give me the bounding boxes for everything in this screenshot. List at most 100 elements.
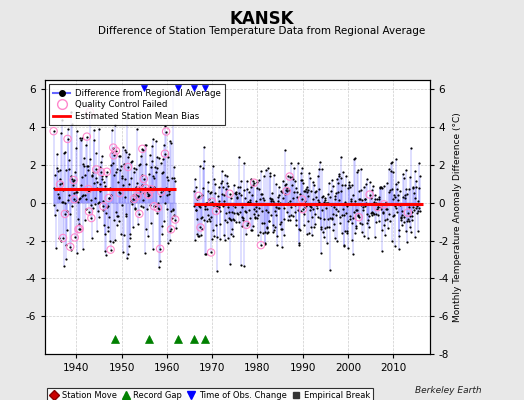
Point xyxy=(199,217,208,224)
Point xyxy=(224,204,232,210)
Point xyxy=(380,201,388,208)
Point xyxy=(358,229,366,236)
Point xyxy=(323,224,332,230)
Point xyxy=(62,167,70,174)
Point xyxy=(331,235,339,241)
Point xyxy=(56,181,64,188)
Point xyxy=(50,184,59,191)
Point xyxy=(138,146,147,152)
Point xyxy=(99,206,107,213)
Point xyxy=(287,212,296,218)
Point xyxy=(380,232,389,238)
Point xyxy=(259,195,267,201)
Point xyxy=(90,127,99,134)
Point xyxy=(117,202,126,208)
Point xyxy=(372,210,380,217)
Point xyxy=(214,204,223,210)
Point xyxy=(410,207,418,214)
Point xyxy=(82,196,90,202)
Point xyxy=(264,208,272,215)
Point xyxy=(51,185,60,192)
Point xyxy=(288,174,297,180)
Point xyxy=(154,205,162,211)
Point xyxy=(92,166,101,173)
Point xyxy=(337,182,346,188)
Point xyxy=(253,184,261,191)
Point xyxy=(280,232,289,238)
Point xyxy=(384,200,392,207)
Point xyxy=(156,246,164,252)
Point xyxy=(371,196,379,202)
Point xyxy=(274,194,282,200)
Point xyxy=(165,190,173,197)
Point xyxy=(103,168,111,175)
Point xyxy=(200,158,209,164)
Point xyxy=(362,200,370,206)
Point xyxy=(286,173,294,180)
Point xyxy=(310,224,318,230)
Point xyxy=(355,195,364,202)
Point xyxy=(269,227,278,233)
Point xyxy=(332,190,341,196)
Point xyxy=(386,218,394,224)
Point xyxy=(66,244,74,250)
Point xyxy=(244,199,253,206)
Point xyxy=(66,244,74,250)
Point xyxy=(290,202,299,208)
Point xyxy=(141,185,149,191)
Point xyxy=(113,222,121,228)
Point xyxy=(110,172,118,178)
Point xyxy=(238,223,246,229)
Point xyxy=(80,171,89,178)
Point xyxy=(203,218,212,225)
Point xyxy=(193,216,201,222)
Point xyxy=(320,234,329,240)
Point xyxy=(315,186,324,192)
Point xyxy=(233,194,241,201)
Point xyxy=(315,214,324,221)
Point xyxy=(237,178,245,184)
Point xyxy=(354,212,362,219)
Point xyxy=(369,210,377,216)
Point xyxy=(304,193,313,199)
Point xyxy=(385,189,393,196)
Point xyxy=(148,143,156,150)
Point xyxy=(163,240,172,246)
Point xyxy=(55,235,63,241)
Point xyxy=(270,200,279,207)
Point xyxy=(63,208,71,214)
Point xyxy=(91,195,100,202)
Point xyxy=(248,227,256,233)
Point xyxy=(271,224,279,230)
Point xyxy=(316,250,325,256)
Point xyxy=(222,210,231,217)
Point xyxy=(161,150,169,157)
Point xyxy=(348,220,356,226)
Point xyxy=(118,144,127,150)
Point xyxy=(236,192,245,198)
Point xyxy=(150,175,159,181)
Point xyxy=(152,210,161,216)
Point xyxy=(222,186,230,193)
Point xyxy=(339,168,347,175)
Point xyxy=(166,236,174,243)
Point xyxy=(196,224,205,231)
Point xyxy=(230,217,238,223)
Point xyxy=(204,196,213,202)
Point xyxy=(104,203,113,209)
Point xyxy=(262,206,270,213)
Point xyxy=(265,194,274,201)
Point xyxy=(232,219,240,225)
Point xyxy=(72,250,81,257)
Point xyxy=(61,242,70,248)
Point xyxy=(355,214,363,220)
Point xyxy=(275,192,283,198)
Point xyxy=(168,206,177,213)
Text: Berkeley Earth: Berkeley Earth xyxy=(416,386,482,395)
Point xyxy=(168,215,177,221)
Point xyxy=(70,196,79,202)
Point xyxy=(117,230,125,237)
Point xyxy=(276,200,285,206)
Point xyxy=(257,242,265,248)
Point xyxy=(124,164,132,170)
